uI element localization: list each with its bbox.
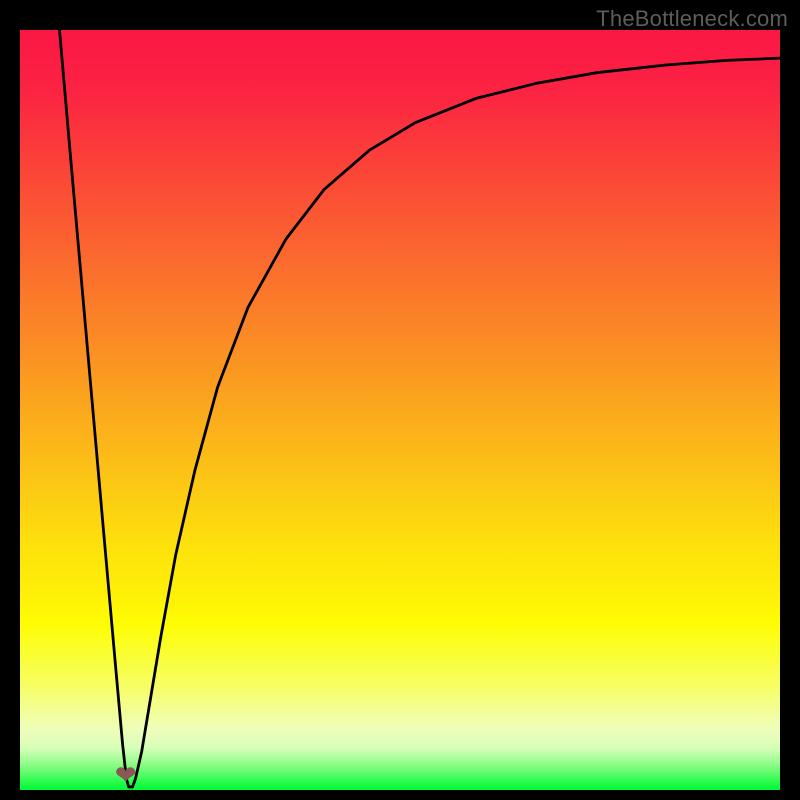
chart-root: TheBottleneck.com ❤ (0, 0, 800, 800)
minimum-marker-heart-icon: ❤ (115, 763, 137, 789)
plot-background (20, 30, 780, 790)
plot-svg (20, 30, 780, 790)
plot-area: ❤ (20, 30, 780, 790)
watermark-text: TheBottleneck.com (596, 6, 788, 32)
